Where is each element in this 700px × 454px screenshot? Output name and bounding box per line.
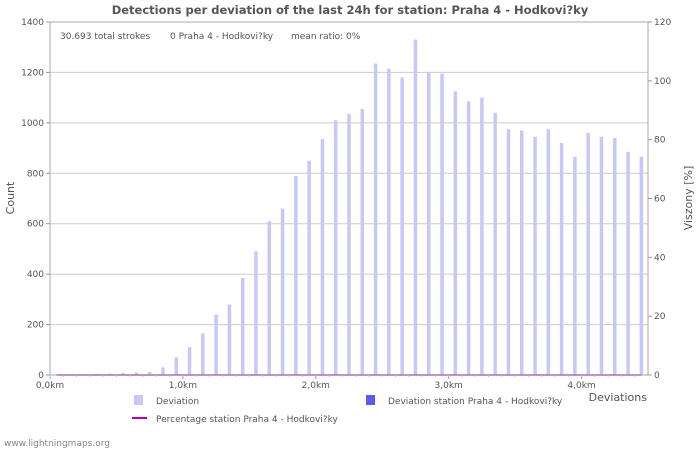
- bar-deviation: [254, 251, 258, 375]
- bar-deviation: [227, 304, 232, 375]
- bar-deviation: [413, 39, 418, 376]
- bar-deviation: [108, 373, 112, 375]
- bar-deviation: [466, 101, 471, 376]
- legend-swatch-deviation: [134, 395, 143, 405]
- bar-deviation: [506, 129, 511, 375]
- y-tick-label-400: 400: [27, 270, 44, 280]
- bar-deviation: [639, 156, 644, 375]
- bar-deviation: [333, 120, 338, 375]
- bar-deviation: [294, 175, 298, 375]
- y-tick-label-800: 800: [27, 169, 44, 179]
- x-tick-label-4: 4,0km: [567, 381, 595, 391]
- bar-deviation: [280, 208, 285, 375]
- legend-label-station: Deviation station Praha 4 - Hodkovi?ky: [388, 397, 563, 407]
- info-total-strokes: 30.693 total strokes: [60, 32, 150, 42]
- bar-deviation: [533, 136, 537, 375]
- bar-deviation: [520, 130, 524, 375]
- x-tick-label-0: 0,0km: [36, 381, 64, 391]
- bar-deviation: [546, 129, 551, 375]
- y2-tick-label-60: 60: [654, 195, 666, 205]
- y2-tick-label-0: 0: [654, 371, 660, 381]
- bar-deviation: [440, 73, 444, 376]
- bar-deviation: [121, 372, 125, 375]
- legend-label-deviation: Deviation: [156, 397, 199, 407]
- watermark: www.lightningmaps.org: [4, 439, 110, 449]
- bar-deviation: [147, 371, 152, 375]
- bar-deviation: [387, 68, 391, 376]
- bar-deviation: [573, 156, 577, 375]
- bar-deviation: [599, 136, 604, 375]
- y2-tick-label-20: 20: [654, 312, 666, 322]
- y-axis-left: 0 200 400 600 800 1000 1200 1400: [21, 18, 50, 381]
- y-axis-right: 0 20 40 60 80 100 120: [648, 18, 671, 381]
- y-tick-label-1000: 1000: [21, 119, 44, 129]
- x-axis: 0,0km 1,0km 2,0km 3,0km 4,0km: [36, 375, 636, 391]
- y-tick-label-1400: 1400: [21, 18, 44, 28]
- bar-deviation: [174, 357, 178, 375]
- legend: Deviation Deviation station Praha 4 - Ho…: [132, 395, 563, 425]
- bar-deviation: [626, 151, 630, 375]
- chart-title: Detections per deviation of the last 24h…: [112, 3, 589, 17]
- bar-deviation: [559, 143, 564, 375]
- y-axis-label: Count: [4, 181, 17, 214]
- bar-deviation: [400, 77, 404, 375]
- y2-tick-label-120: 120: [654, 18, 671, 28]
- x-tick-label-3: 3,0km: [435, 381, 463, 391]
- bar-deviation: [426, 72, 431, 375]
- y2-tick-label-40: 40: [654, 253, 666, 263]
- x-axis-label: Deviations: [589, 391, 648, 404]
- bar-deviation: [480, 97, 484, 376]
- y-tick-label-1200: 1200: [21, 68, 44, 78]
- y-tick-label-600: 600: [27, 220, 44, 230]
- y-tick-label-200: 200: [27, 321, 44, 331]
- bar-deviation: [453, 91, 458, 375]
- y2-tick-label-80: 80: [654, 136, 666, 146]
- bar-deviation: [240, 277, 245, 375]
- bar-deviation: [360, 108, 365, 375]
- bars: [68, 39, 644, 376]
- bar-deviation: [201, 333, 205, 375]
- bar-deviation: [307, 160, 311, 375]
- legend-swatch-station: [366, 395, 375, 405]
- x-tick-label-2: 2,0km: [302, 381, 330, 391]
- info-station: 0 Praha 4 - Hodkovi?ky: [170, 32, 274, 42]
- bar-deviation: [267, 221, 272, 375]
- bar-deviation: [613, 137, 617, 375]
- legend-label-percentage: Percentage station Praha 4 - Hodkovi?ky: [156, 415, 338, 425]
- bar-deviation: [161, 367, 165, 375]
- bar-deviation: [134, 372, 139, 375]
- x-tick-label-1: 1,0km: [169, 381, 197, 391]
- y2-tick-label-100: 100: [654, 77, 671, 87]
- bar-deviation: [187, 347, 192, 375]
- bar-deviation: [347, 114, 351, 376]
- y-tick-label-0: 0: [38, 371, 44, 381]
- bar-deviation: [373, 63, 378, 375]
- bar-deviation: [493, 112, 497, 376]
- bar-deviation: [586, 132, 590, 375]
- info-mean-ratio: mean ratio: 0%: [291, 32, 361, 42]
- bar-deviation: [214, 314, 218, 375]
- y2-axis-label: Viszony [%]: [682, 166, 695, 231]
- bar-deviation: [320, 139, 325, 375]
